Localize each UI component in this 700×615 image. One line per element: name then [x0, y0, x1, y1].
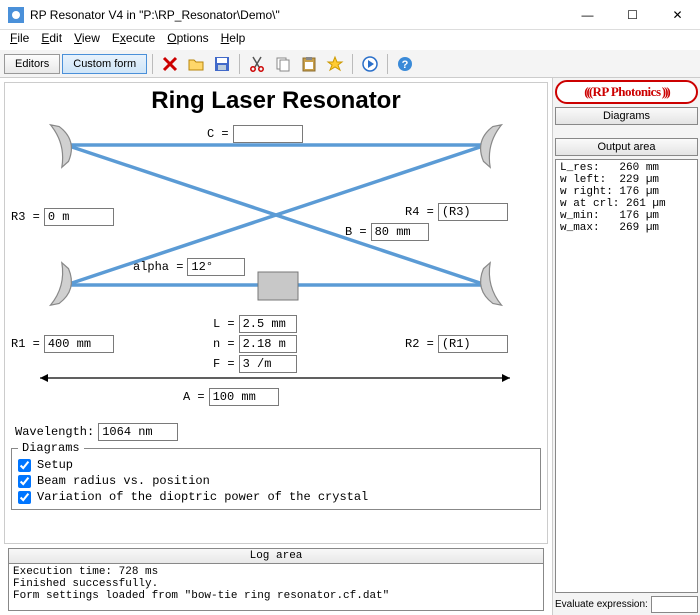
close-button[interactable]: ✕ [655, 0, 700, 30]
label-f: F = [213, 357, 235, 371]
field-n: n = [213, 335, 297, 353]
field-c: C = [207, 125, 303, 143]
input-r4[interactable] [438, 203, 508, 221]
label-r2: R2 = [405, 337, 434, 351]
svg-text:?: ? [402, 59, 409, 71]
save-icon[interactable] [210, 52, 234, 76]
open-icon[interactable] [184, 52, 208, 76]
right-pane: RP Photonics Diagrams Output area L_res:… [552, 78, 700, 615]
diagrams-group: Diagrams Setup Beam radius vs. position … [11, 441, 541, 510]
input-alpha[interactable] [187, 258, 245, 276]
main-area: Ring Laser Resonator C = [0, 78, 700, 615]
label-l: L = [213, 317, 235, 331]
separator [352, 54, 353, 74]
field-r2: R2 = [405, 335, 508, 353]
label-n: n = [213, 337, 235, 351]
chk-beamradius[interactable]: Beam radius vs. position [18, 473, 534, 489]
menu-help[interactable]: Help [215, 30, 252, 50]
field-r1: R1 = [11, 335, 114, 353]
input-b[interactable] [371, 223, 429, 241]
input-r1[interactable] [44, 335, 114, 353]
menu-file[interactable]: File [4, 30, 35, 50]
label-r4: R4 = [405, 205, 434, 219]
eval-input[interactable] [651, 596, 698, 613]
evaluate-row: Evaluate expression: [555, 596, 698, 613]
field-wavelength: Wavelength: [15, 423, 178, 441]
label-b: B = [345, 225, 367, 239]
input-wavelength[interactable] [98, 423, 178, 441]
left-pane: Ring Laser Resonator C = [0, 78, 552, 615]
log-header: Log area [9, 549, 543, 564]
label-a: A = [183, 390, 205, 404]
custom-form: Ring Laser Resonator C = [4, 82, 548, 544]
separator [152, 54, 153, 74]
label-r1: R1 = [11, 337, 40, 351]
separator [387, 54, 388, 74]
favorite-icon[interactable] [323, 52, 347, 76]
minimize-button[interactable]: — [565, 0, 610, 30]
separator [239, 54, 240, 74]
input-c[interactable] [233, 125, 303, 143]
menu-options[interactable]: Options [161, 30, 214, 50]
chk-setup[interactable]: Setup [18, 457, 534, 473]
maximize-button[interactable]: ☐ [610, 0, 655, 30]
customform-button[interactable]: Custom form [62, 54, 147, 74]
label-c: C = [207, 127, 229, 141]
input-r3[interactable] [44, 208, 114, 226]
input-n[interactable] [239, 335, 297, 353]
paste-icon[interactable] [297, 52, 321, 76]
output-header: Output area [555, 138, 698, 156]
menu-edit[interactable]: Edit [35, 30, 68, 50]
field-r3: R3 = [11, 208, 114, 226]
menu-view[interactable]: View [68, 30, 106, 50]
label-alpha: alpha = [133, 260, 183, 274]
cut-icon[interactable] [245, 52, 269, 76]
help-icon[interactable]: ? [393, 52, 417, 76]
label-wavelength: Wavelength: [15, 425, 94, 439]
field-l: L = [213, 315, 297, 333]
chk-variation-box[interactable] [18, 491, 31, 504]
run-icon[interactable] [358, 52, 382, 76]
chk-variation[interactable]: Variation of the dioptric power of the c… [18, 489, 534, 505]
toolbar: Editors Custom form ? [0, 50, 700, 78]
copy-icon[interactable] [271, 52, 295, 76]
field-alpha: alpha = [133, 258, 245, 276]
log-body[interactable]: Execution time: 728 ms Finished successf… [9, 564, 543, 610]
delete-icon[interactable] [158, 52, 182, 76]
menubar: File Edit View Execute Options Help [0, 30, 700, 50]
input-l[interactable] [239, 315, 297, 333]
titlebar: RP Resonator V4 in "P:\RP_Resonator\Demo… [0, 0, 700, 30]
input-a[interactable] [209, 388, 279, 406]
label-r3: R3 = [11, 210, 40, 224]
diagrams-button[interactable]: Diagrams [555, 107, 698, 125]
window-title: RP Resonator V4 in "P:\RP_Resonator\Demo… [30, 8, 565, 22]
field-a: A = [183, 388, 279, 406]
menu-execute[interactable]: Execute [106, 30, 161, 50]
dimension-arrow [35, 371, 515, 385]
rp-photonics-logo: RP Photonics [555, 80, 698, 104]
chk-setup-box[interactable] [18, 459, 31, 472]
chk-beamradius-box[interactable] [18, 475, 31, 488]
output-text[interactable]: L_res: 260 mm w left: 229 µm w right: 17… [555, 159, 698, 593]
input-r2[interactable] [438, 335, 508, 353]
field-b: B = [345, 223, 429, 241]
app-icon [8, 7, 24, 23]
diagrams-legend: Diagrams [18, 441, 84, 455]
editors-button[interactable]: Editors [4, 54, 60, 74]
log-area: Log area Execution time: 728 ms Finished… [8, 548, 544, 611]
eval-label: Evaluate expression: [555, 599, 648, 610]
page-title: Ring Laser Resonator [5, 87, 547, 115]
field-r4: R4 = [405, 203, 508, 221]
